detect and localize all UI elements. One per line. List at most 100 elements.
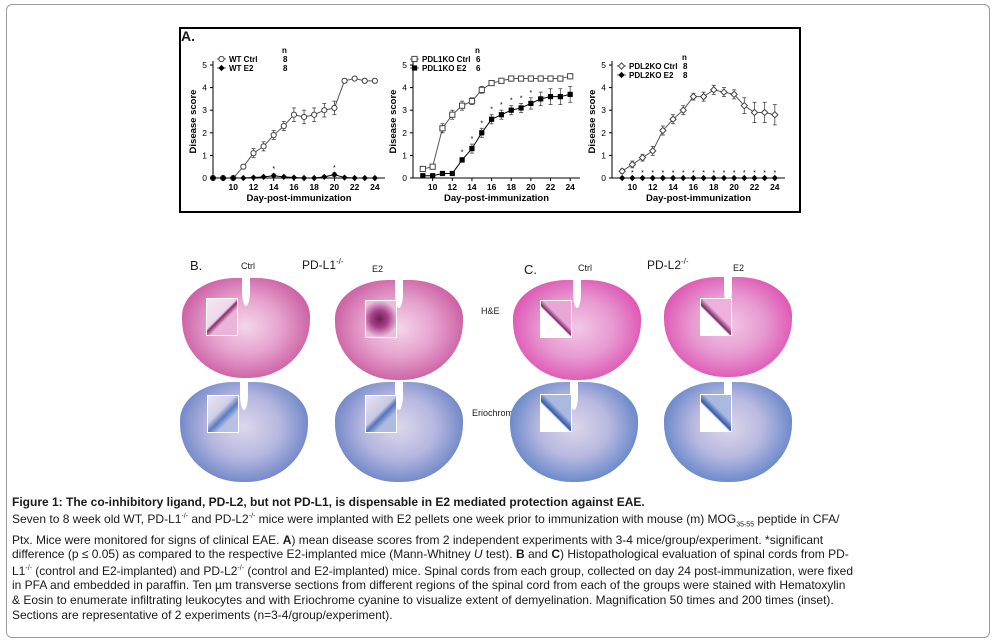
data-point (430, 173, 436, 179)
significance-star: * (702, 170, 705, 177)
he-inset-pdl2-e2 (700, 298, 732, 336)
x-tick-label: 24 (370, 182, 380, 192)
y-tick-label: 1 (202, 150, 207, 160)
legend-label: WT Ctrl (229, 55, 257, 64)
data-point (659, 126, 667, 135)
x-tick-label: 18 (309, 182, 319, 192)
data-point (761, 174, 768, 182)
eriochrome-stain-label: Eriochrome (472, 408, 519, 418)
caption-line-1: Seven to 8 week old WT, PD-L1-/- and PD-… (12, 511, 840, 528)
data-point (618, 71, 625, 79)
data-point (479, 130, 485, 136)
caption-line-3: difference (p ≤ 0.05) as compared to the… (12, 547, 849, 562)
legend-n-value: 6 (476, 64, 481, 73)
y-tick-label: 3 (601, 105, 606, 115)
legend-n-value: 8 (283, 55, 288, 64)
section-notch (242, 276, 250, 306)
legend-n-header: n (682, 53, 687, 62)
data-point (669, 115, 677, 124)
y-tick-label: 5 (601, 60, 606, 70)
significance-star: * (641, 170, 644, 177)
data-point (538, 96, 544, 102)
legend-n-header: n (282, 46, 287, 55)
legend-n-value: 8 (283, 64, 288, 73)
data-point (218, 64, 225, 72)
eriochrome-inset-pdl2-e2 (700, 394, 732, 432)
data-point (751, 174, 758, 182)
significance-star: * (480, 120, 483, 127)
data-point (439, 125, 446, 132)
data-point (290, 111, 298, 118)
data-point (629, 174, 636, 182)
data-point (351, 75, 358, 82)
he-stain-label: H&E (481, 306, 500, 316)
legend-label: PDL1KO Ctrl (422, 55, 470, 64)
data-point (280, 173, 287, 180)
series-line (422, 93, 571, 177)
data-point (420, 173, 426, 179)
significance-star: * (682, 170, 685, 177)
significance-star: * (692, 170, 695, 177)
x-tick-label: 14 (668, 182, 678, 192)
data-point (300, 113, 308, 121)
data-point (669, 174, 677, 182)
legend-n-value: 8 (683, 62, 688, 71)
panel-c-ctrl-label: Ctrl (578, 263, 592, 273)
data-point (498, 112, 505, 118)
x-tick-label: 22 (750, 182, 760, 192)
x-tick-label: 10 (229, 182, 239, 192)
he-inset-pdl1-ctrl (206, 298, 238, 336)
legend-n-value: 6 (476, 55, 481, 64)
he-inset-pdl1-e2 (365, 300, 397, 338)
x-tick-label: 18 (507, 182, 517, 192)
data-point (321, 107, 328, 114)
y-tick-label: 2 (402, 128, 407, 138)
data-point (429, 163, 436, 170)
significance-star: * (773, 170, 776, 177)
data-point (508, 107, 514, 113)
data-point (527, 75, 534, 82)
y-tick-label: 5 (202, 60, 207, 70)
x-tick-label: 18 (709, 182, 719, 192)
data-point (250, 150, 257, 157)
x-tick-label: 24 (770, 182, 780, 192)
data-point (760, 108, 769, 117)
y-axis-label: Disease score (388, 90, 399, 154)
data-point (618, 167, 626, 176)
data-point (750, 108, 759, 117)
y-tick-label: 1 (601, 150, 606, 160)
data-point (230, 174, 237, 182)
data-point (617, 62, 626, 70)
significance-star: * (510, 98, 513, 105)
data-point (488, 116, 495, 122)
data-point (710, 174, 717, 182)
data-point (220, 174, 227, 182)
data-point (508, 75, 515, 82)
x-tick-label: 22 (350, 182, 360, 192)
data-point (341, 174, 348, 181)
data-point (361, 174, 368, 182)
significance-star: * (733, 170, 736, 177)
y-tick-label: 1 (402, 150, 407, 160)
data-point (567, 73, 574, 80)
y-tick-label: 4 (601, 83, 606, 93)
significance-star: * (743, 170, 746, 177)
significance-star: * (723, 170, 726, 177)
data-point (478, 86, 485, 93)
legend-label: PDL2KO E2 (629, 71, 674, 80)
section-notch (724, 275, 732, 305)
data-point (469, 146, 475, 152)
y-tick-label: 2 (601, 128, 606, 138)
significance-star: * (461, 150, 464, 157)
figure-caption: Figure 1: The co-inhibitory ligand, PD-L… (12, 495, 982, 622)
x-tick-label: 16 (289, 182, 299, 192)
y-axis-label: Disease score (587, 90, 598, 154)
x-tick-label: 14 (269, 182, 279, 192)
data-point (300, 174, 308, 182)
series-line (213, 78, 375, 179)
data-point (411, 55, 418, 63)
data-point (449, 111, 456, 118)
eriochrome-inset-pdl1-e2 (365, 395, 397, 433)
y-tick-label: 3 (402, 105, 407, 115)
